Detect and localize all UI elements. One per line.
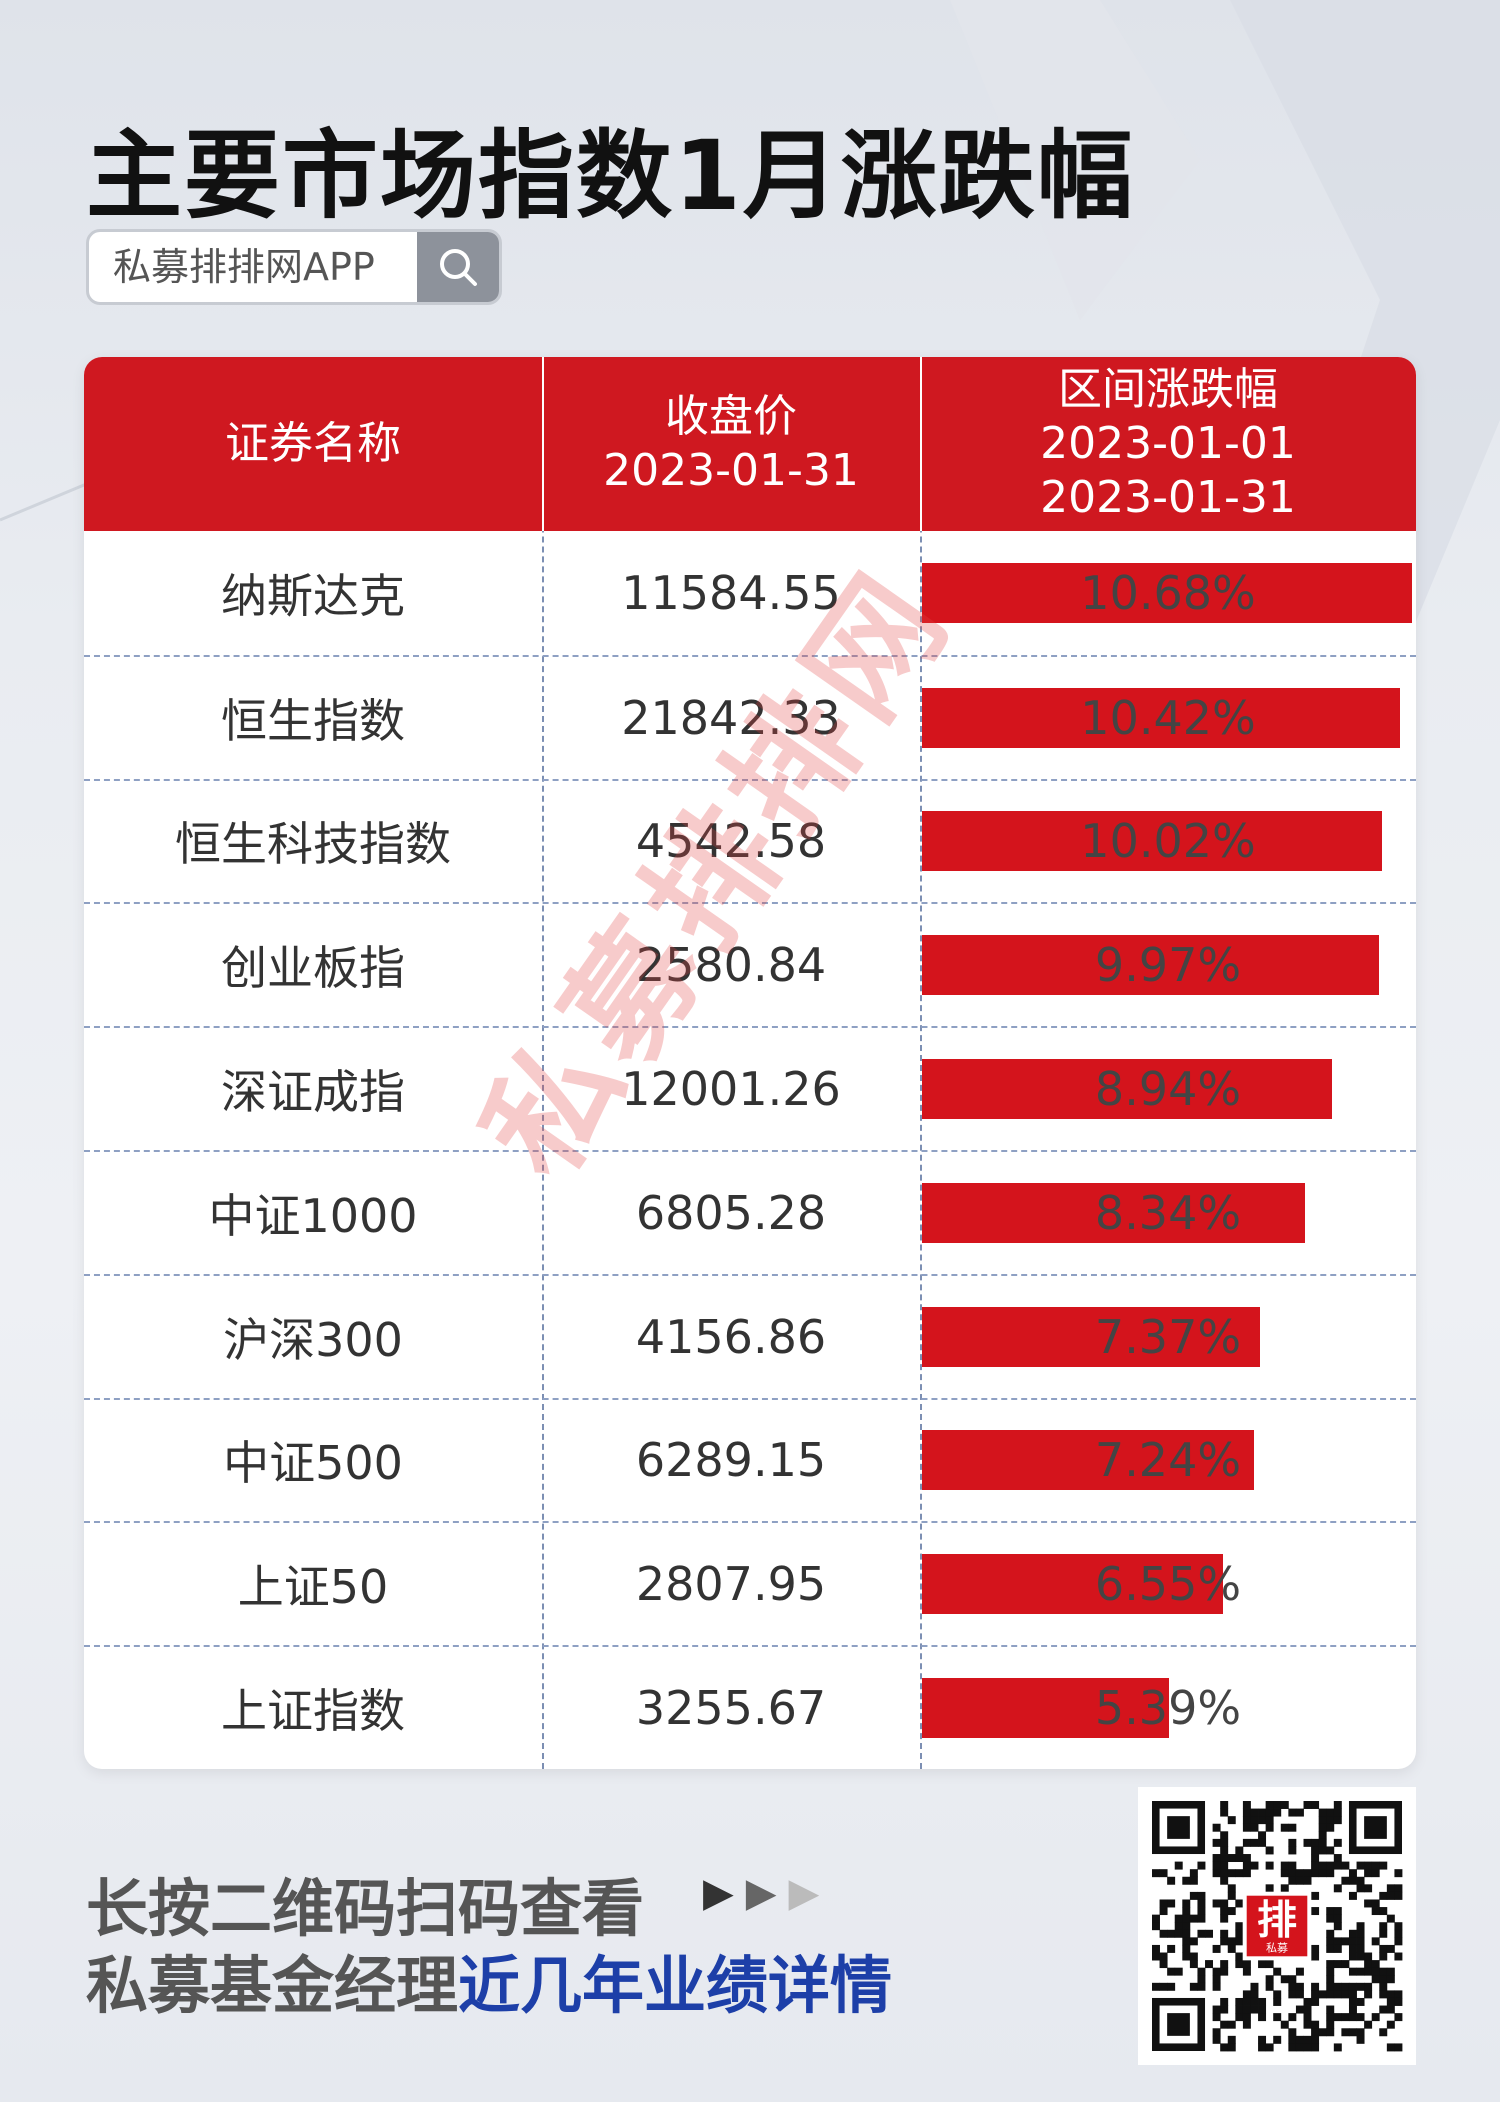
change-label: 8.94% xyxy=(1094,1062,1242,1117)
table-row: 中证500 6289.15 7.24% xyxy=(84,1397,1416,1522)
index-name: 纳斯达克 xyxy=(221,568,405,623)
change-bar xyxy=(922,935,1380,996)
header-divider xyxy=(920,357,922,531)
header-range: 区间涨跌幅 2023-01-01 2023-01-31 xyxy=(1040,364,1296,523)
table-row: 中证1000 6805.28 8.34% xyxy=(84,1149,1416,1274)
table-row: 恒生指数 21842.33 10.42% xyxy=(84,654,1416,779)
index-name: 恒生科技指数 xyxy=(175,817,451,872)
change-bar xyxy=(922,562,1412,623)
close-price: 6289.15 xyxy=(635,1433,827,1488)
column-divider xyxy=(920,357,922,1769)
page-title: 主要市场指数1月涨跌幅 xyxy=(86,120,1135,232)
footer-line1: 长按二维码扫码查看 xyxy=(86,1872,645,1945)
qr-logo-text: 排 xyxy=(1257,1897,1297,1943)
close-price: 2807.95 xyxy=(635,1557,827,1612)
change-label: 9.97% xyxy=(1094,938,1242,993)
close-price: 12001.26 xyxy=(621,1062,841,1117)
header-close: 收盘价 2023-01-31 xyxy=(603,391,859,496)
change-label: 7.37% xyxy=(1094,1309,1242,1364)
change-label: 5.39% xyxy=(1094,1681,1242,1736)
table-header: 证券名称 收盘价 2023-01-31 区间涨跌幅 2023-01-01 202… xyxy=(84,357,1416,531)
close-price: 6805.28 xyxy=(635,1185,827,1240)
table-row: 深证成指 12001.26 8.94% xyxy=(84,1026,1416,1150)
change-bar xyxy=(922,687,1401,748)
index-name: 上证指数 xyxy=(221,1684,405,1739)
change-label: 10.42% xyxy=(1080,690,1256,745)
search-bar[interactable]: 私募排排网APP xyxy=(86,229,502,305)
footer-line2: 私募基金经理近几年业绩详情 xyxy=(86,1949,893,2022)
qr-code[interactable]: 排私募 xyxy=(1138,1787,1416,2065)
index-name: 深证成指 xyxy=(221,1065,405,1120)
table-row: 创业板指 2580.84 9.97% xyxy=(84,902,1416,1026)
change-bar xyxy=(922,1182,1305,1243)
index-name: 恒生指数 xyxy=(221,693,405,748)
change-label: 8.34% xyxy=(1094,1185,1242,1240)
search-icon xyxy=(440,249,477,286)
change-bar xyxy=(922,811,1382,872)
column-divider xyxy=(542,357,544,1769)
qr-logo-subtext: 私募 xyxy=(1266,1941,1288,1954)
change-label: 7.24% xyxy=(1094,1433,1242,1488)
index-name: 沪深300 xyxy=(223,1312,403,1367)
close-price: 2580.84 xyxy=(635,938,827,993)
header-divider xyxy=(542,357,544,531)
change-label: 6.55% xyxy=(1094,1557,1242,1612)
table-row: 纳斯达克 11584.55 10.68% xyxy=(84,531,1416,655)
index-table: 证券名称 收盘价 2023-01-31 区间涨跌幅 2023-01-01 202… xyxy=(84,357,1416,1769)
change-label: 10.68% xyxy=(1080,565,1256,620)
table-row: 沪深300 4156.86 7.37% xyxy=(84,1273,1416,1398)
change-bar xyxy=(922,1059,1333,1120)
table-row: 上证指数 3255.67 5.39% xyxy=(84,1645,1416,1769)
close-price: 4542.58 xyxy=(635,814,827,869)
arrow-icons: ▶▶▶ xyxy=(703,1870,832,1916)
close-price: 4156.86 xyxy=(635,1309,827,1364)
table-body: 纳斯达克 11584.55 10.68% 恒生指数 21842.33 10.42% 恒生科技… xyxy=(84,531,1416,1769)
table-row: 上证50 2807.95 6.55% xyxy=(84,1521,1416,1645)
index-name: 中证500 xyxy=(223,1436,403,1491)
change-bar xyxy=(922,1430,1255,1491)
table-row: 恒生科技指数 4542.58 10.02% xyxy=(84,778,1416,903)
change-bar xyxy=(922,1306,1261,1367)
change-bar xyxy=(922,1554,1223,1615)
index-name: 中证1000 xyxy=(208,1188,418,1243)
change-label: 10.02% xyxy=(1080,814,1256,869)
change-bar xyxy=(922,1678,1170,1739)
search-text: 私募排排网APP xyxy=(113,245,375,289)
index-name: 上证50 xyxy=(237,1560,389,1615)
header-name: 证券名称 xyxy=(225,418,401,469)
index-name: 创业板指 xyxy=(221,941,405,996)
search-button[interactable] xyxy=(417,232,499,302)
close-price: 21842.33 xyxy=(621,690,841,745)
close-price: 11584.55 xyxy=(621,565,841,620)
qr-code-image: 排私募 xyxy=(1152,1801,1403,2052)
close-price: 3255.67 xyxy=(635,1681,827,1736)
